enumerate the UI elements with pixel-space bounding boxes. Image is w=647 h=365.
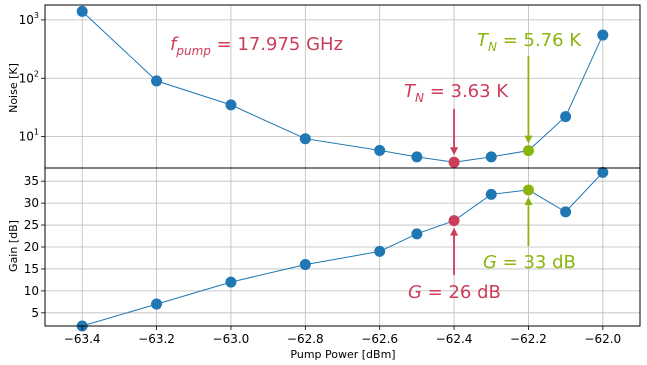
tn-red-annotation: TN = 3.63 K <box>404 81 509 105</box>
gain-y-tick-label: 20 <box>24 240 39 254</box>
gain-y-tick-label: 30 <box>24 196 39 210</box>
annotations: fpump = 17.975 GHz TN = 3.63 K TN = 5.76… <box>170 30 582 303</box>
gain-highlight-point <box>448 215 460 227</box>
gain-data-point <box>151 298 163 310</box>
gain-data-point <box>374 245 386 257</box>
series-lines <box>81 11 604 327</box>
noise-data-point <box>76 5 88 17</box>
data-points <box>76 5 609 332</box>
noise-data-point <box>374 144 386 156</box>
x-tick-label: −63.0 <box>213 332 250 346</box>
g-red-arrow-head <box>450 227 459 236</box>
tick-labels: −63.4 −63.2 −63.0 −62.8 −62.6 −62.4 −62.2 −62.0… <box>19 11 622 346</box>
gain-data-point <box>411 228 423 240</box>
noise-data-point <box>485 151 497 163</box>
x-tick-label: −62.8 <box>287 332 324 346</box>
noise-data-point <box>151 75 163 87</box>
gain-highlight-point <box>522 184 534 196</box>
gain-y-axis-label: Gain [dB] <box>7 220 20 272</box>
g-green-arrow-head <box>524 196 533 205</box>
noise-data-point <box>597 29 609 41</box>
noise-highlight-point <box>448 156 460 168</box>
noise-y-tick-label: 103 <box>19 11 39 27</box>
noise-y-tick-label: 101 <box>19 128 39 144</box>
g-red-annotation: G = 26 dB <box>408 282 501 303</box>
tn-red-arrow-head <box>450 147 459 156</box>
noise-y-tick-label: 102 <box>19 69 39 85</box>
noise-y-axis-label: Noise [K] <box>7 63 20 113</box>
tn-green-arrow-head <box>524 135 533 144</box>
gain-data-point <box>485 188 497 200</box>
fpump-annotation: fpump = 17.975 GHz <box>170 34 343 58</box>
x-tick-label: −62.6 <box>361 332 398 346</box>
g-green-annotation: G = 33 dB <box>483 252 576 273</box>
x-tick-label: −62.4 <box>436 332 473 346</box>
x-tick-label: −63.4 <box>64 332 101 346</box>
gain-data-point <box>597 166 609 178</box>
x-tick-label: −63.2 <box>138 332 175 346</box>
x-tick-label: −62.0 <box>584 332 621 346</box>
gain-data-point <box>560 206 572 218</box>
grid-lines <box>45 5 640 326</box>
noise-data-point <box>225 99 237 111</box>
gain-y-tick-label: 25 <box>24 218 39 232</box>
noise-data-point <box>411 151 423 163</box>
noise-data-point <box>560 111 572 123</box>
noise-highlight-point <box>522 145 534 157</box>
x-axis-label: Pump Power [dBm] <box>290 348 395 361</box>
gain-y-tick-label: 10 <box>24 284 39 298</box>
tn-green-annotation: TN = 5.76 K <box>477 30 582 54</box>
x-tick-label: −62.2 <box>510 332 547 346</box>
gain-y-tick-label: 15 <box>24 262 39 276</box>
noise-data-point <box>299 133 311 145</box>
gain-data-point <box>299 259 311 271</box>
gain-y-tick-label: 5 <box>31 306 39 320</box>
gain-data-point <box>225 276 237 288</box>
gain-y-tick-label: 35 <box>24 174 39 188</box>
